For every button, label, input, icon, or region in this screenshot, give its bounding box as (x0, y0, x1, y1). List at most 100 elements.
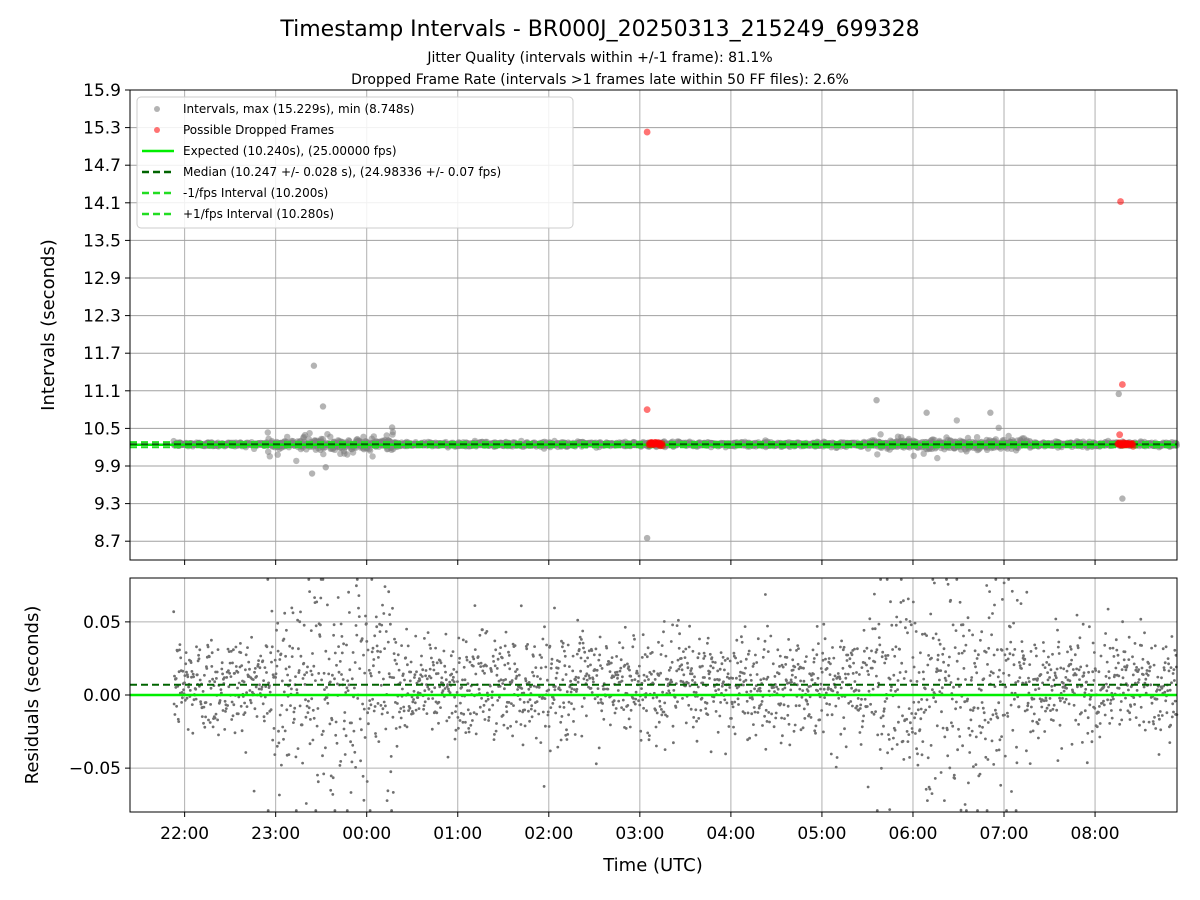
residual-point (384, 630, 388, 633)
residual-point (1121, 676, 1125, 680)
residual-point (1119, 700, 1123, 703)
residual-point (227, 650, 231, 653)
residual-point (967, 781, 970, 785)
residual-point (406, 644, 410, 648)
residual-point (300, 723, 304, 727)
residual-point (549, 706, 553, 709)
residual-point (976, 809, 979, 812)
residual-point (324, 649, 328, 653)
dropped-frame-point (1129, 442, 1137, 450)
residual-point (1057, 652, 1061, 655)
residual-point (556, 745, 560, 749)
residual-point (679, 657, 683, 660)
residual-point (947, 674, 951, 678)
residual-point (778, 654, 782, 658)
residual-point (1014, 809, 1018, 812)
intervals-y-tick-label: 12.3 (83, 307, 121, 327)
residual-point (243, 701, 247, 705)
residual-point (477, 662, 481, 665)
residual-point (882, 709, 886, 713)
residual-point (1162, 666, 1166, 669)
residual-point (935, 670, 938, 674)
residual-point (759, 678, 763, 682)
residual-point (266, 809, 270, 812)
residual-point (1142, 685, 1146, 689)
residual-point (1120, 668, 1124, 671)
residual-point (316, 780, 320, 784)
interval-point (383, 432, 390, 439)
residual-point (273, 753, 277, 756)
residual-point (765, 720, 769, 723)
residual-point (894, 623, 898, 627)
residual-point (708, 670, 712, 674)
residual-point (981, 725, 984, 729)
residual-point (527, 681, 531, 684)
residual-point (790, 673, 794, 677)
interval-point (934, 454, 941, 462)
residual-point (323, 688, 326, 691)
residual-point (763, 639, 767, 643)
residual-point (545, 643, 548, 647)
residual-point (1052, 719, 1055, 722)
residual-point (576, 680, 580, 684)
residual-point (210, 665, 214, 668)
interval-point (284, 433, 291, 441)
residual-point (918, 728, 922, 731)
residual-point (567, 700, 571, 704)
residual-point (742, 680, 746, 683)
residual-point (687, 703, 691, 707)
residual-point (328, 722, 332, 726)
residual-point (525, 647, 529, 651)
intervals-y-tick-label: 11.1 (83, 382, 121, 402)
residual-point (428, 667, 432, 671)
residual-point (665, 714, 669, 718)
residual-point (1058, 696, 1061, 700)
residual-point (562, 701, 565, 705)
residual-point (240, 729, 244, 733)
residual-point (307, 699, 310, 703)
residual-point (325, 686, 328, 689)
chart-title: Timestamp Intervals - BR000J_20250313_21… (279, 17, 919, 42)
residual-point (583, 650, 587, 654)
residual-point (745, 699, 749, 703)
legend-box (136, 96, 574, 229)
interval-point (327, 433, 334, 440)
residual-point (415, 670, 418, 674)
residual-point (498, 695, 501, 699)
residual-point (1011, 653, 1015, 657)
residual-point (1036, 722, 1040, 726)
residual-point (534, 666, 538, 669)
residual-point (776, 648, 780, 652)
residual-point (992, 763, 996, 766)
residual-point (324, 746, 327, 750)
residual-point (690, 667, 693, 670)
residual-point (779, 741, 783, 745)
residual-point (283, 729, 287, 733)
residual-point (340, 651, 344, 655)
residual-point (403, 724, 407, 727)
residual-point (942, 660, 945, 664)
residual-point (1122, 691, 1125, 695)
residual-point (1006, 715, 1010, 718)
intervals-panel: 8.79.39.910.511.111.712.312.913.514.114.… (38, 81, 1181, 561)
residual-point (868, 617, 872, 621)
residual-point (943, 799, 946, 802)
residual-point (749, 689, 753, 693)
residual-point (900, 661, 904, 665)
residual-point (1020, 667, 1023, 670)
dropped-frame-point (659, 442, 667, 450)
residual-point (738, 674, 742, 678)
residual-point (405, 725, 409, 729)
residual-point (860, 666, 864, 669)
residual-point (632, 634, 635, 637)
residual-point (881, 650, 885, 654)
residual-point (636, 671, 639, 675)
residual-point (265, 645, 269, 649)
residual-point (329, 774, 333, 778)
residual-point (268, 690, 272, 694)
residual-point (353, 686, 356, 690)
residual-point (539, 741, 543, 744)
residual-point (963, 803, 967, 806)
residual-point (1157, 714, 1160, 717)
